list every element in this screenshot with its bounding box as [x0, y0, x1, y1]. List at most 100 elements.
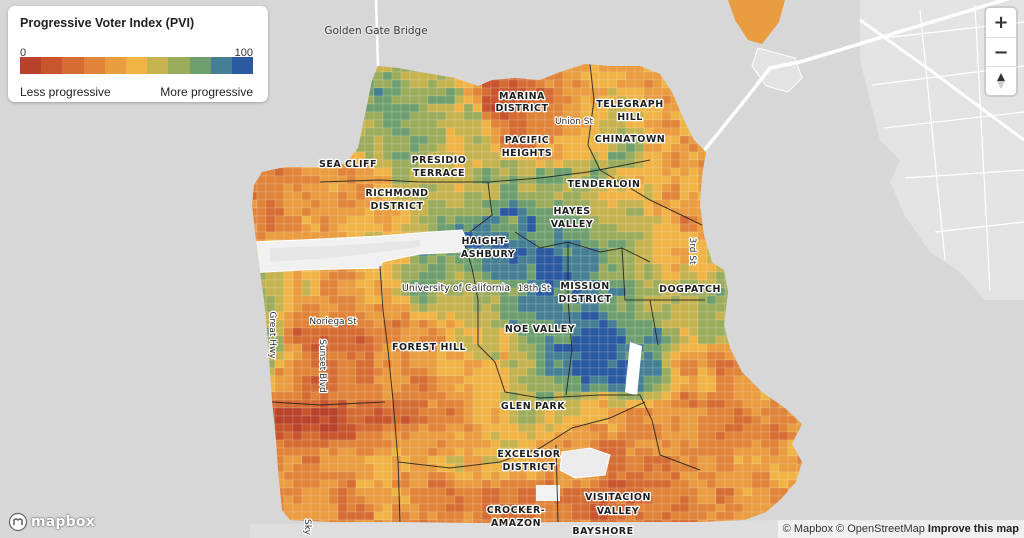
precinct-cell	[346, 503, 357, 513]
precinct-cell	[490, 479, 501, 489]
precinct-cell	[463, 455, 474, 465]
precinct-cell	[283, 207, 294, 217]
precinct-cell	[589, 255, 600, 265]
precinct-cell	[589, 407, 600, 417]
precinct-cell	[580, 87, 591, 97]
attribution-osm-link[interactable]: © OpenStreetMap	[836, 523, 925, 535]
precinct-cell	[724, 399, 735, 409]
improve-map-link[interactable]: Improve this map	[927, 523, 1019, 535]
precinct-cell	[625, 327, 636, 337]
precinct-cell	[355, 447, 366, 457]
precinct-cell	[301, 471, 312, 481]
precinct-cell	[481, 127, 492, 137]
precinct-cell	[265, 287, 276, 297]
precinct-cell	[607, 391, 618, 401]
precinct-cell	[274, 383, 285, 393]
precinct-cell	[427, 447, 438, 457]
precinct-cell	[706, 511, 717, 521]
precinct-cell	[661, 119, 672, 129]
precinct-cell	[670, 255, 681, 265]
precinct-cell	[742, 391, 753, 401]
precinct-cell	[688, 223, 699, 233]
precinct-cell	[373, 351, 384, 361]
precinct-cell	[589, 367, 600, 377]
precinct-cell	[625, 447, 636, 457]
precinct-cell	[625, 255, 636, 265]
precinct-cell	[400, 383, 411, 393]
precinct-cell	[391, 455, 402, 465]
compass-button[interactable]	[986, 66, 1016, 95]
mapbox-logo[interactable]: mapbox	[8, 510, 95, 534]
precinct-cell	[481, 319, 492, 329]
zoom-in-button[interactable]: +	[986, 8, 1016, 37]
mclaren-park	[559, 447, 611, 479]
precinct-cell	[436, 439, 447, 449]
precinct-cell	[382, 271, 393, 281]
precinct-cell	[445, 351, 456, 361]
precinct-cell	[607, 367, 618, 377]
precinct-cell	[436, 143, 447, 153]
precinct-cell	[571, 71, 582, 81]
precinct-cell	[679, 223, 690, 233]
precinct-cell	[463, 87, 474, 97]
legend-swatch	[62, 57, 84, 74]
precinct-cell	[544, 367, 555, 377]
precinct-cell	[301, 271, 312, 281]
precinct-cell	[310, 415, 321, 425]
precinct-cell	[661, 487, 672, 497]
precinct-cell	[544, 311, 555, 321]
precinct-cell	[472, 111, 483, 121]
precinct-cell	[598, 407, 609, 417]
precinct-cell	[292, 199, 303, 209]
precinct-cell	[481, 415, 492, 425]
precinct-cell	[445, 191, 456, 201]
precinct-cell	[418, 143, 429, 153]
precinct-cell	[436, 375, 447, 385]
precinct-cell	[760, 407, 771, 417]
neighborhood-label-excelsior: EXCELSIOR	[497, 449, 560, 460]
precinct-cell	[544, 471, 555, 481]
precinct-cell	[742, 399, 753, 409]
precinct-cell	[742, 431, 753, 441]
precinct-cell	[607, 407, 618, 417]
attribution-mapbox-link[interactable]: © Mapbox	[782, 523, 833, 535]
precinct-cell	[580, 343, 591, 353]
precinct-cell	[508, 183, 519, 193]
precinct-cell	[427, 183, 438, 193]
precinct-cell	[634, 199, 645, 209]
precinct-cell	[283, 375, 294, 385]
precinct-cell	[580, 231, 591, 241]
precinct-cell	[409, 431, 420, 441]
precinct-cell	[598, 359, 609, 369]
precinct-cell	[526, 487, 537, 497]
precinct-cell	[571, 303, 582, 313]
precinct-cell	[418, 423, 429, 433]
precinct-cell	[679, 399, 690, 409]
precinct-cell	[616, 191, 627, 201]
precinct-cell	[310, 431, 321, 441]
precinct-cell	[697, 247, 708, 257]
precinct-cell	[670, 431, 681, 441]
precinct-cell	[364, 471, 375, 481]
precinct-cell	[652, 143, 663, 153]
precinct-cell	[391, 215, 402, 225]
zoom-out-button[interactable]: −	[986, 37, 1016, 66]
precinct-cell	[337, 511, 348, 521]
neighborhood-label-crocker-amazon: AMAZON	[491, 518, 541, 529]
precinct-cell	[400, 367, 411, 377]
precinct-cell	[499, 119, 510, 129]
precinct-cell	[436, 407, 447, 417]
precinct-cell	[346, 463, 357, 473]
precinct-cell	[679, 495, 690, 505]
precinct-cell	[283, 191, 294, 201]
precinct-cell	[445, 391, 456, 401]
precinct-cell	[490, 399, 501, 409]
precinct-cell	[679, 375, 690, 385]
precinct-cell	[463, 191, 474, 201]
precinct-cell	[607, 399, 618, 409]
precinct-cell	[373, 375, 384, 385]
precinct-cell	[661, 343, 672, 353]
precinct-cell	[418, 295, 429, 305]
precinct-cell	[517, 487, 528, 497]
precinct-cell	[688, 207, 699, 217]
